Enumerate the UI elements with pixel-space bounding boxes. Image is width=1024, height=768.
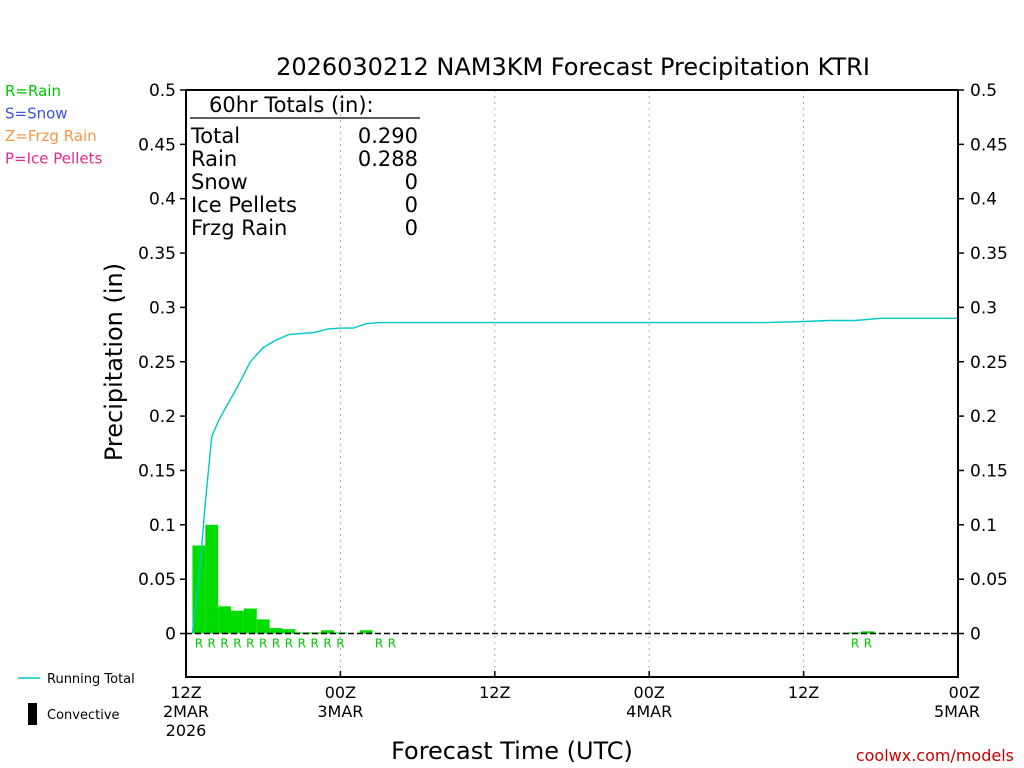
y-tick-label-left: 0.05 bbox=[138, 570, 176, 590]
y-tick-label-left: 0.2 bbox=[149, 407, 176, 427]
type-legend-item-2: Z=Frzg Rain bbox=[5, 127, 97, 145]
series-legend: Running Total Convective bbox=[18, 672, 135, 725]
credit-text: coolwx.com/models bbox=[856, 746, 1014, 765]
y-tick-label-left: 0.5 bbox=[149, 81, 176, 101]
y-tick-label-left: 0.25 bbox=[138, 353, 176, 373]
y-tick-label-right: 0.45 bbox=[970, 135, 1008, 155]
rain-marker: R bbox=[220, 637, 228, 651]
totals-row-label: Rain bbox=[191, 147, 237, 171]
precip-type-legend: R=Rain S=Snow Z=Frzg Rain P=Ice Pellets bbox=[5, 82, 102, 168]
x-tick-label: 12Z bbox=[788, 683, 819, 702]
y-axis-label: Precipitation (in) bbox=[100, 263, 128, 461]
rain-marker: R bbox=[851, 637, 859, 651]
rain-marker: R bbox=[388, 637, 396, 651]
y-tick-label-left: 0.15 bbox=[138, 461, 176, 481]
rain-marker: R bbox=[233, 637, 241, 651]
rain-marker: R bbox=[195, 637, 203, 651]
totals-row-label: Ice Pellets bbox=[191, 193, 297, 217]
legend-label: Running Total bbox=[47, 672, 135, 687]
y-tick-label-right: 0.5 bbox=[970, 81, 997, 101]
y-tick-label-right: 0.3 bbox=[970, 298, 997, 318]
precip-bar bbox=[321, 630, 334, 634]
y-tick-label-right: 0.35 bbox=[970, 244, 1008, 264]
type-legend-item-3: P=Ice Pellets bbox=[5, 150, 102, 168]
vertical-gridlines bbox=[339, 90, 805, 677]
plot-frame bbox=[185, 89, 959, 678]
running-total-line bbox=[191, 317, 958, 634]
y-tick-label-left: 0.45 bbox=[138, 135, 176, 155]
type-legend-item-1: S=Snow bbox=[5, 105, 68, 123]
x-tick-label: 5MAR bbox=[934, 702, 980, 721]
x-tick-label: 00Z bbox=[949, 683, 980, 702]
y-tick-label-right: 0.2 bbox=[970, 407, 997, 427]
totals-row-value: 0 bbox=[405, 193, 418, 217]
totals-box: 60hr Totals (in): Total 0.290 Rain 0.288 Snow… bbox=[190, 93, 420, 240]
rain-marker: R bbox=[336, 637, 344, 651]
y-tick-label-left: 0 bbox=[165, 625, 176, 645]
precip-bar bbox=[218, 606, 232, 634]
totals-row-value: 0 bbox=[405, 170, 418, 194]
y-tick-label-right: 0.05 bbox=[970, 570, 1008, 590]
rain-marker: R bbox=[310, 637, 318, 651]
precip-bar bbox=[256, 619, 270, 634]
totals-row-value: 0 bbox=[405, 216, 418, 240]
y-tick-label-left: 0.4 bbox=[149, 190, 176, 210]
rain-marker: R bbox=[208, 637, 216, 651]
precip-bar bbox=[205, 524, 219, 634]
x-tick-label: 00Z bbox=[325, 683, 356, 702]
running-total-series bbox=[191, 317, 958, 634]
rain-marker: R bbox=[864, 637, 872, 651]
precip-bar bbox=[359, 630, 373, 634]
x-tick-label: 12Z bbox=[170, 683, 201, 702]
rain-marker: R bbox=[272, 637, 280, 651]
y-tick-label-right: 0.25 bbox=[970, 353, 1008, 373]
chart-title: 2026030212 NAM3KM Forecast Precipitation… bbox=[276, 53, 870, 81]
precip-bar bbox=[295, 632, 309, 634]
totals-row-label: Frzg Rain bbox=[191, 216, 287, 240]
rain-marker: R bbox=[285, 637, 293, 651]
x-tick-label: 2026 bbox=[166, 721, 207, 740]
x-tick-label: 3MAR bbox=[317, 702, 363, 721]
legend-bar-swatch bbox=[28, 703, 37, 725]
y-tick-label-right: 0.4 bbox=[970, 190, 997, 210]
rain-marker: R bbox=[375, 637, 383, 651]
rain-marker: R bbox=[259, 637, 267, 651]
y-tick-label-right: 0.1 bbox=[970, 516, 997, 536]
precip-bar bbox=[861, 631, 875, 634]
totals-row-value: 0.290 bbox=[358, 124, 418, 148]
y-tick-label-left: 0.35 bbox=[138, 244, 176, 264]
precip-bar bbox=[282, 629, 296, 634]
y-axis-left: 0 0.05 0.1 0.15 0.2 0.25 0.3 0.35 0.4 0.45 0.5 bbox=[138, 81, 186, 645]
totals-row-label: Snow bbox=[191, 170, 248, 194]
x-axis-label: Forecast Time (UTC) bbox=[391, 737, 633, 765]
x-tick-label: 4MAR bbox=[626, 702, 672, 721]
y-tick-label-right: 0 bbox=[970, 625, 981, 645]
y-axis-right: 0 0.05 0.1 0.15 0.2 0.25 0.3 0.35 0.4 0.45 0.5 bbox=[958, 81, 1008, 645]
precip-bar bbox=[243, 608, 257, 634]
rain-marker: R bbox=[298, 637, 306, 651]
totals-heading: 60hr Totals (in): bbox=[209, 93, 374, 117]
totals-row-value: 0.288 bbox=[358, 147, 418, 171]
y-tick-label-left: 0.1 bbox=[149, 516, 176, 536]
y-tick-label-left: 0.3 bbox=[149, 298, 176, 318]
precip-bar bbox=[231, 610, 244, 634]
x-tick-label: 00Z bbox=[634, 683, 665, 702]
rain-marker: R bbox=[323, 637, 331, 651]
hourly-precip-bars bbox=[192, 524, 875, 634]
x-tick-label: 12Z bbox=[479, 683, 510, 702]
totals-row-label: Total bbox=[190, 124, 240, 148]
legend-label: Convective bbox=[47, 708, 120, 723]
precip-bar bbox=[269, 628, 283, 634]
y-tick-label-right: 0.15 bbox=[970, 461, 1008, 481]
rain-marker: R bbox=[246, 637, 254, 651]
x-tick-label: 2MAR bbox=[163, 702, 209, 721]
type-legend-item-0: R=Rain bbox=[5, 82, 61, 100]
